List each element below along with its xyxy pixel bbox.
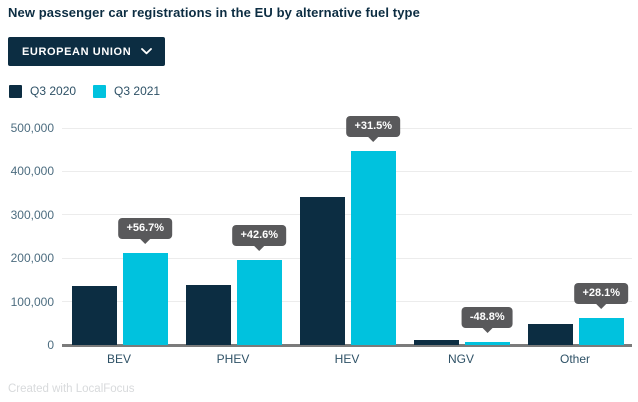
- gridline: [62, 214, 632, 216]
- y-tick-label: 300,000: [10, 207, 54, 222]
- legend-label: Q3 2020: [30, 84, 77, 98]
- change-badge: -48.8%: [461, 307, 513, 329]
- x-axis-label: HEV: [334, 352, 360, 366]
- legend-swatch: [9, 84, 22, 98]
- bar-ngv-q3-2021[interactable]: [464, 342, 510, 345]
- gridline: [62, 257, 632, 259]
- bar-ngv-q3-2020[interactable]: [413, 339, 459, 345]
- bar-hev-q3-2020[interactable]: [299, 197, 345, 345]
- page-title: New passenger car registrations in the E…: [8, 5, 420, 20]
- region-selector-label: EUROPEAN UNION: [22, 45, 132, 58]
- x-axis-label: Other: [559, 352, 590, 366]
- bar-phev-q3-2021[interactable]: [236, 259, 282, 345]
- change-badge: +28.1%: [574, 282, 629, 304]
- bar-bev-q3-2020[interactable]: [71, 285, 117, 345]
- y-tick-label: 400,000: [10, 164, 54, 179]
- change-badge: +56.7%: [118, 217, 173, 239]
- x-axis-label: BEV: [106, 352, 131, 366]
- legend-label: Q3 2021: [114, 84, 161, 98]
- legend-item-q3-2021: Q3 2021: [93, 84, 160, 98]
- region-selector-dropdown[interactable]: EUROPEAN UNION: [8, 37, 166, 66]
- chevron-down-icon: [141, 48, 153, 55]
- x-axis-line: [62, 344, 632, 347]
- y-tick-label: 0: [47, 338, 54, 352]
- bar-other-q3-2021[interactable]: [578, 317, 624, 345]
- legend-swatch: [93, 84, 107, 98]
- y-tick-label: 500,000: [10, 121, 54, 135]
- legend-item-q3-2020: Q3 2020: [9, 84, 76, 98]
- y-tick-label: 200,000: [10, 251, 54, 266]
- change-badge: +31.5%: [346, 116, 401, 137]
- change-badge: +42.6%: [232, 224, 287, 246]
- bar-bev-q3-2021[interactable]: [122, 252, 168, 345]
- bar-hev-q3-2021[interactable]: [350, 151, 396, 345]
- bar-other-q3-2020[interactable]: [527, 323, 573, 345]
- x-axis-label: PHEV: [216, 352, 250, 366]
- credit-text: Created with LocalFocus: [8, 383, 135, 395]
- bar-phev-q3-2020[interactable]: [185, 285, 231, 345]
- x-axis-label: NGV: [447, 352, 474, 366]
- y-tick-label: 100,000: [10, 294, 54, 309]
- gridline: [62, 170, 632, 172]
- legend: Q3 2020 Q3 2021: [9, 84, 160, 98]
- gridline: [62, 301, 632, 303]
